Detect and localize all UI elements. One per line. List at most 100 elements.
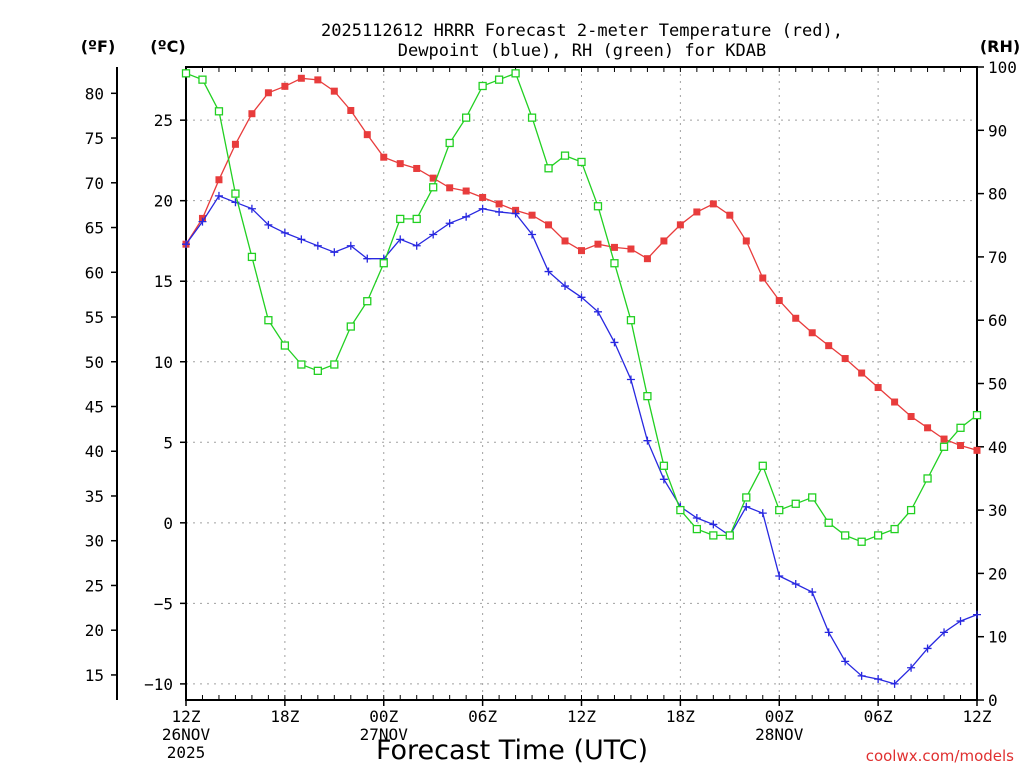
fahrenheit-tick-label: 60 [85, 263, 104, 282]
rh-point [527, 113, 537, 122]
rh-point [247, 252, 257, 262]
fahrenheit-tick-label: 25 [85, 576, 104, 595]
rh-point [956, 423, 965, 432]
temperature-point [858, 369, 866, 377]
celsius-tick-label: 25 [154, 111, 173, 130]
credit-link[interactable]: coolwx.com/models [866, 747, 1014, 765]
dewpoint-point [923, 644, 932, 653]
temperature-point [248, 110, 256, 118]
dewpoint-point [824, 628, 833, 637]
dewpoint-point [511, 209, 520, 218]
dewpoint-point [841, 657, 850, 666]
dewpoint-point [247, 204, 256, 213]
celsius-tick-label: 5 [163, 433, 173, 452]
rh-tick-label: 60 [988, 311, 1007, 330]
fahrenheit-tick-label: 50 [85, 353, 104, 372]
rh-point [379, 259, 388, 268]
dewpoint-point [808, 588, 817, 597]
temperature-point [709, 200, 717, 208]
rh-point [396, 214, 405, 224]
dewpoint-point [346, 241, 355, 250]
rh-tick-label: 50 [988, 375, 1007, 394]
rh-point [313, 366, 322, 375]
temperature-point [231, 140, 239, 148]
dewpoint-point [610, 338, 619, 347]
temperature-point [429, 174, 437, 182]
x-tick-label: 06Z [468, 707, 497, 726]
rh-tick-label: 0 [988, 691, 998, 710]
temperature-point [479, 193, 487, 201]
rh-point [972, 410, 982, 420]
rh-point [775, 505, 784, 515]
rh-tick-label: 30 [988, 501, 1007, 520]
x-tick-label: 12Z [567, 707, 596, 726]
dewpoint-point [429, 230, 438, 239]
rh-tick-label: 10 [988, 628, 1007, 647]
rh-point [676, 505, 685, 515]
data-series [181, 69, 982, 688]
dewpoint-point [973, 610, 981, 619]
fahrenheit-tick-label: 65 [85, 219, 104, 238]
rh-point [873, 531, 883, 540]
x-tick-label: 00Z [369, 707, 398, 726]
celsius-tick-label: 0 [163, 514, 173, 533]
rh-point [412, 214, 421, 224]
dewpoint-point [478, 204, 487, 213]
rh-point [791, 499, 800, 508]
temperature-point [957, 442, 965, 450]
dewpoint-point [412, 241, 421, 250]
dewpoint-point [264, 220, 273, 229]
temperature-point [676, 221, 684, 229]
x-tick-label: 26NOV [162, 725, 211, 744]
x-tick-label: 28NOV [755, 725, 804, 744]
dewpoint-point [330, 248, 339, 257]
temperature-point [380, 153, 388, 161]
rh-point [264, 316, 273, 325]
temperature-point [775, 297, 783, 305]
temperature-point [314, 76, 322, 84]
temperature-point [264, 89, 272, 97]
temperature-point [495, 200, 503, 208]
rh-point [181, 69, 191, 78]
celsius-tick-label: 15 [154, 272, 173, 291]
axes [111, 66, 984, 706]
rh-point [808, 493, 817, 502]
x-tick-label: 12Z [963, 707, 992, 726]
temperature-point [907, 413, 915, 421]
fahrenheit-unit-label: (ºF) [81, 37, 116, 56]
rh-tick-label: 80 [988, 185, 1007, 204]
rh-point [593, 202, 603, 211]
rh-point [939, 442, 949, 451]
temperature-point [643, 255, 651, 263]
fahrenheit-tick-label: 40 [85, 442, 104, 461]
dewpoint-point [874, 675, 883, 684]
celsius-tick-label: 20 [154, 192, 173, 211]
rh-point [610, 259, 619, 268]
dewpoint-point [692, 513, 701, 522]
rh-point [478, 81, 487, 91]
rh-point [758, 461, 767, 470]
x-tick-label: 18Z [666, 707, 695, 726]
rh-point [659, 461, 669, 470]
rh-point [198, 75, 207, 84]
temperature-point [660, 237, 668, 245]
rh-tick-label: 40 [988, 438, 1007, 457]
x-axis-label: Forecast Time (UTC) [376, 735, 648, 766]
rh-point [692, 524, 702, 534]
temperature-point [693, 208, 701, 216]
rh-point [857, 537, 866, 546]
fahrenheit-tick-label: 70 [85, 174, 104, 193]
fahrenheit-tick-label: 15 [85, 666, 104, 685]
dewpoint-point [297, 235, 306, 244]
rh-point [429, 183, 438, 192]
x-tick-label: 00Z [765, 707, 794, 726]
temperature-point [726, 211, 734, 219]
temperature-point [940, 435, 948, 443]
temperature-point [924, 424, 932, 432]
rh-point [544, 164, 553, 173]
rh-point [494, 75, 504, 84]
dewpoint-point [709, 520, 718, 529]
dewpoint-point [313, 241, 322, 250]
temperature-point [610, 243, 618, 251]
temperature-point [578, 247, 585, 255]
